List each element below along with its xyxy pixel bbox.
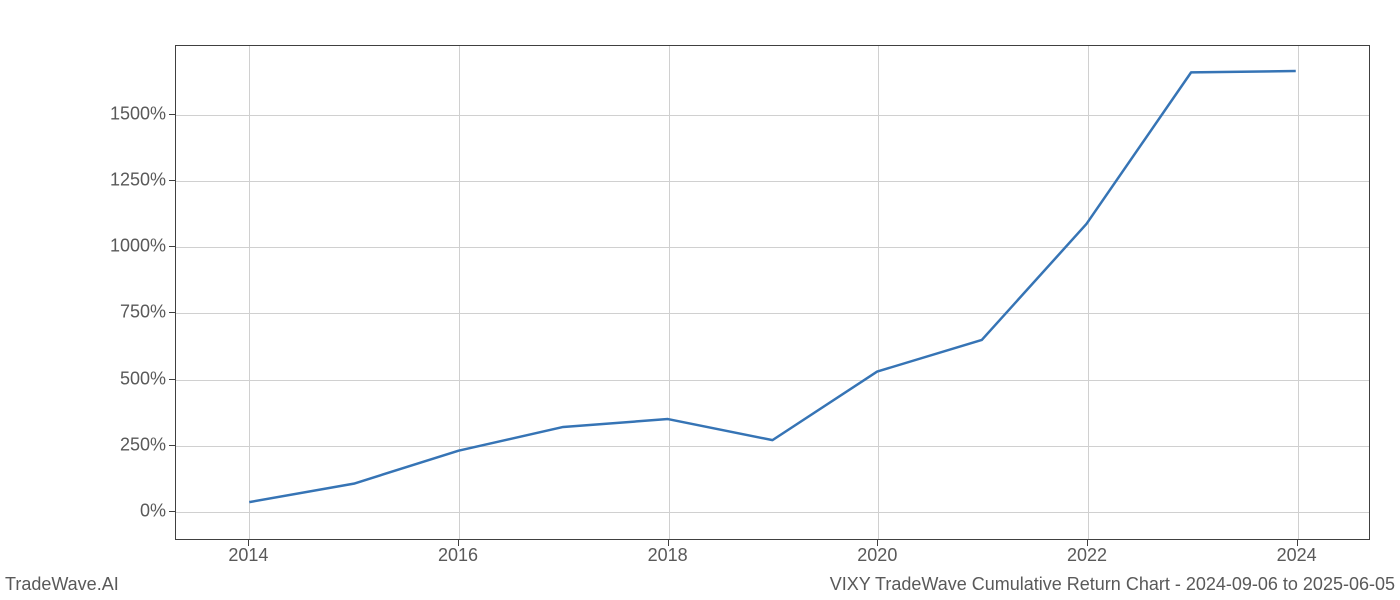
footer-right-label: VIXY TradeWave Cumulative Return Chart -… <box>830 574 1395 595</box>
x-tick-label: 2022 <box>1067 545 1107 566</box>
chart-container: 2014 2016 2018 2020 2022 2024 0% 250% 500% 750% 1… <box>0 0 1400 600</box>
y-tick-label: 1500% <box>110 103 166 124</box>
plot-area <box>175 45 1370 540</box>
line-series <box>176 46 1369 539</box>
x-tick-label: 2016 <box>438 545 478 566</box>
y-tick-label: 1000% <box>110 236 166 257</box>
x-tick-label: 2018 <box>648 545 688 566</box>
y-tick-label: 250% <box>120 434 166 455</box>
y-tick-label: 750% <box>120 302 166 323</box>
x-tick-label: 2024 <box>1277 545 1317 566</box>
y-tick-label: 0% <box>140 500 166 521</box>
x-tick-label: 2020 <box>857 545 897 566</box>
x-tick-label: 2014 <box>228 545 268 566</box>
y-tick-label: 1250% <box>110 170 166 191</box>
y-tick-label: 500% <box>120 368 166 389</box>
footer-left-label: TradeWave.AI <box>5 574 119 595</box>
